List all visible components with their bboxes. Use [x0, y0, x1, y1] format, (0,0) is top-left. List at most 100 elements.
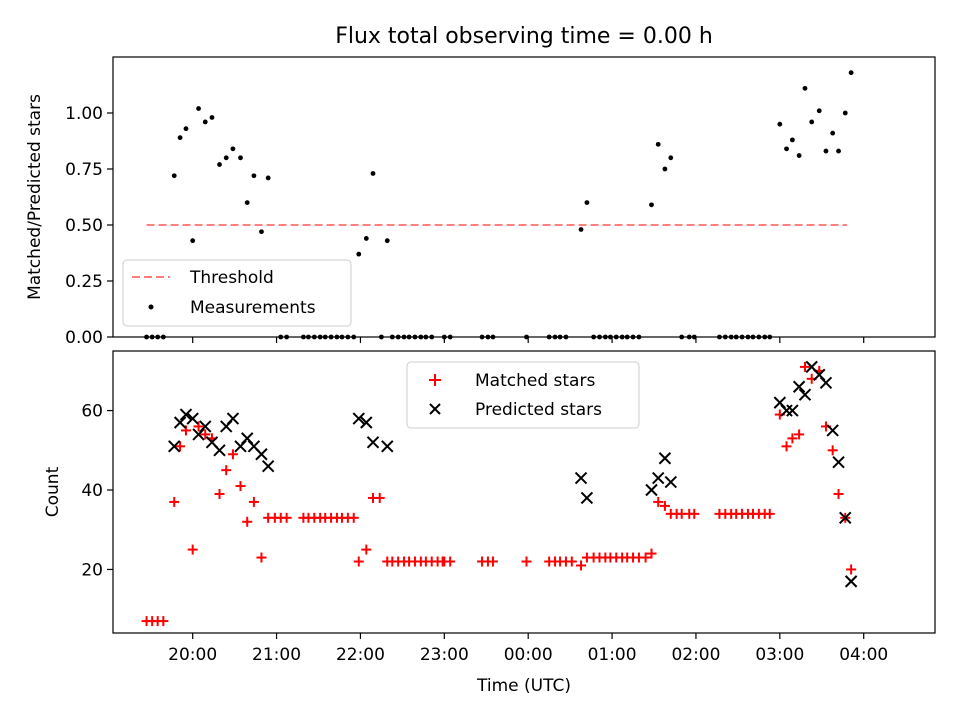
matched-stars-point [787, 433, 798, 444]
matched-stars-point [169, 496, 180, 507]
matched-stars-point [833, 488, 844, 499]
measurement-point [244, 200, 250, 206]
matched-stars-point [846, 564, 857, 575]
measurement-point [848, 70, 854, 76]
matched-stars-point [221, 465, 232, 476]
predicted-stars-point [199, 420, 212, 433]
measurement-point [183, 126, 189, 132]
predicted-stars-point [213, 444, 226, 457]
measurement-point [809, 119, 815, 125]
predicted-stars-point [186, 412, 199, 425]
measurement-point [370, 171, 376, 176]
predicted-stars-point [366, 436, 380, 449]
predicted-stars-point [786, 404, 799, 417]
predicted-stars-point [173, 416, 187, 429]
predicted-stars-point [832, 456, 845, 469]
measurement-point [259, 229, 264, 235]
legend-threshold-label: Threshold [189, 268, 274, 288]
predicted-stars-point [261, 459, 275, 473]
matched-stars-point [374, 492, 385, 503]
legend-predicted-swatch [429, 403, 441, 415]
ratio-y-tick-label: 0.50 [65, 216, 103, 236]
matched-stars-point [827, 445, 838, 456]
predicted-stars-point [352, 412, 365, 425]
matched-stars-point [799, 361, 810, 372]
matched-stars-point [200, 429, 211, 440]
matched-stars-point [281, 512, 292, 523]
count-y-tick-label: 40 [81, 481, 103, 501]
ratio-ticks: 0.00 0.25 0.50 0.75 1.00 [65, 104, 865, 348]
measurement-point [230, 146, 236, 152]
ratio-legend-box [122, 259, 352, 327]
measurement-point [649, 202, 654, 208]
matched-stars-point [348, 512, 359, 523]
count-y-tick-label: 20 [81, 560, 103, 580]
legend-measurements-label: Measurements [190, 298, 316, 318]
measurement-point [578, 227, 584, 232]
predicted-stars-point [658, 452, 672, 465]
measurement-point [830, 130, 836, 136]
count-panel: 20 40 60 20:00 21:00 22:00 23:00 00:00 01:00 02:0… [43, 350, 936, 696]
ratio-y-tick-label: 0.25 [65, 272, 103, 292]
measurement-point [217, 162, 222, 167]
count-x-tick-label: 20:00 [168, 645, 217, 665]
count-x-tick-label: 21:00 [252, 645, 301, 665]
measurement-point [190, 238, 196, 244]
measurement-point [842, 110, 848, 116]
matched-stars-point [487, 556, 498, 567]
ratio-panel: 0.00 0.25 0.50 0.75 1.00 Matched/Predicted s… [25, 56, 936, 348]
count-x-tick-label: 04:00 [839, 645, 888, 665]
ratio-y-tick-label: 0.00 [65, 328, 103, 348]
predicted-stars-point [651, 471, 665, 485]
ratio-y-tick-label: 1.00 [65, 104, 103, 124]
measurement-point [790, 137, 795, 143]
matched-stars-point [227, 449, 238, 460]
measurement-point [384, 238, 390, 244]
matched-stars-point [158, 616, 169, 627]
measurement-point [177, 135, 183, 141]
measurement-point [265, 175, 271, 181]
measurement-point [238, 155, 243, 161]
count-x-tick-label: 22:00 [336, 645, 385, 665]
count-legend-box [406, 361, 640, 429]
predicted-stars-point [839, 511, 852, 525]
measurement-point [777, 121, 783, 127]
count-y-tick-label: 60 [81, 402, 103, 422]
measurement-point [796, 153, 802, 158]
ratio-axes-frame [112, 56, 936, 338]
matched-stars-point [214, 488, 225, 499]
matched-stars-point [242, 516, 253, 527]
predicted-stars-point [580, 491, 594, 505]
count-ticks: 20 40 60 20:00 21:00 22:00 23:00 00:00 01:00 02:0… [81, 402, 888, 665]
matched-stars-point [566, 556, 577, 567]
measurement-point [363, 236, 369, 241]
legend-predicted-label: Predicted stars [475, 400, 602, 420]
count-x-axis-label: Time (UTC) [476, 676, 571, 696]
predicted-stars-point [574, 471, 588, 485]
ratio-y-tick-label: 0.75 [65, 160, 103, 180]
measurement-point [655, 141, 661, 147]
matched-stars-point [646, 548, 657, 559]
matched-stars-point [248, 496, 259, 507]
count-marks [141, 360, 858, 627]
matched-stars-point [640, 552, 651, 563]
count-x-tick-label: 02:00 [671, 645, 720, 665]
matched-stars-point [689, 508, 700, 519]
matched-stars-point [781, 441, 792, 452]
measurement-point [816, 108, 822, 114]
chart-title: Flux total observing time = 0.00 h [335, 24, 713, 49]
predicted-stars-point [664, 475, 677, 489]
measurement-point [356, 251, 362, 257]
matched-stars-point [521, 556, 532, 567]
ratio-y-axis-label: Matched/Predicted stars [25, 94, 45, 300]
matched-stars-point [353, 556, 364, 567]
measurement-point [223, 155, 229, 161]
matched-stars-point [361, 544, 372, 555]
measurement-point [836, 148, 841, 154]
count-x-tick-label: 01:00 [588, 645, 637, 665]
matched-stars-point [659, 500, 670, 511]
matched-stars-point [576, 560, 587, 571]
matched-stars-point [256, 552, 267, 563]
